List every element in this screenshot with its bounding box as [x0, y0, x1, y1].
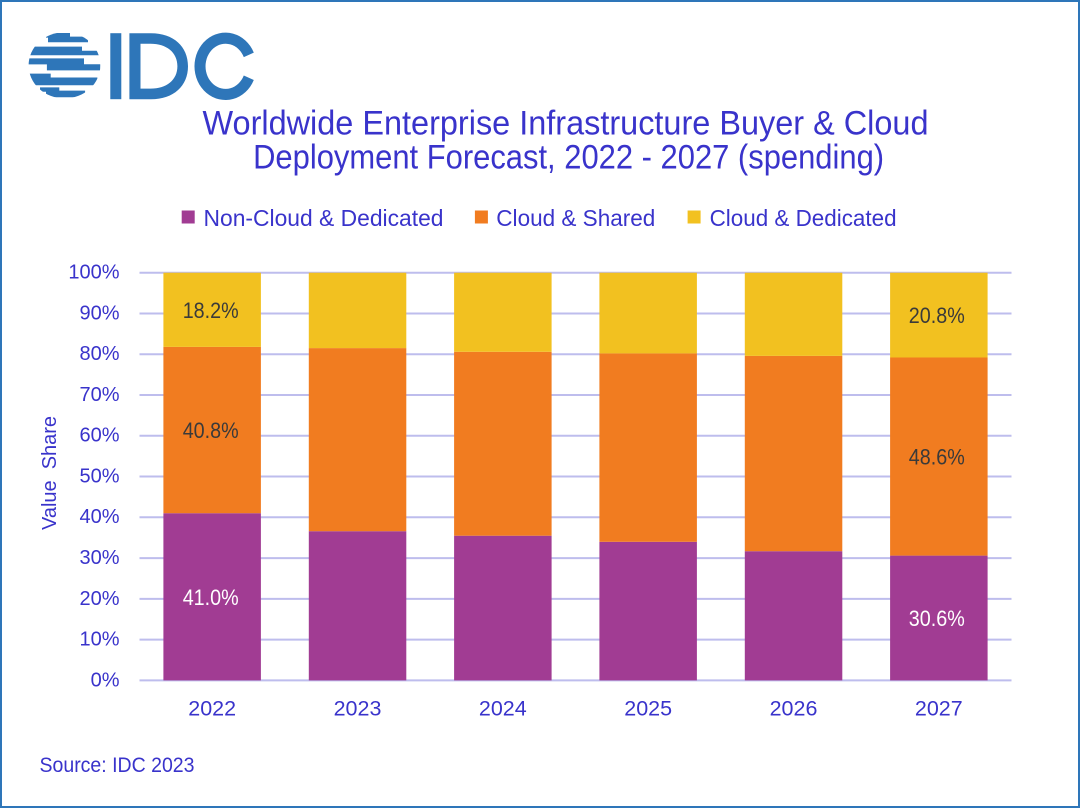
svg-text:48.6%: 48.6%	[909, 445, 965, 470]
svg-text:2026: 2026	[770, 697, 818, 721]
svg-text:40%: 40%	[79, 506, 119, 528]
svg-text:Cloud & Dedicated: Cloud & Dedicated	[710, 205, 897, 231]
svg-text:30.6%: 30.6%	[909, 606, 965, 631]
svg-text:50%: 50%	[79, 465, 119, 487]
svg-text:Value Share: Value Share	[39, 416, 61, 530]
svg-text:40.8%: 40.8%	[183, 418, 239, 443]
svg-text:10%: 10%	[79, 629, 119, 651]
svg-text:Non-Cloud & Dedicated: Non-Cloud & Dedicated	[204, 205, 444, 231]
svg-text:2027: 2027	[915, 697, 963, 721]
svg-text:Deployment Forecast, 2022 - 20: Deployment Forecast, 2022 - 2027 (spendi…	[253, 139, 884, 177]
svg-text:100%: 100%	[68, 262, 119, 284]
svg-text:2023: 2023	[334, 697, 382, 721]
svg-text:Source: IDC 2023: Source: IDC 2023	[40, 754, 195, 777]
svg-text:20%: 20%	[79, 588, 119, 610]
svg-text:90%: 90%	[79, 302, 119, 324]
svg-text:0%: 0%	[91, 669, 120, 691]
svg-text:41.0%: 41.0%	[183, 585, 239, 610]
svg-text:2025: 2025	[624, 697, 672, 721]
svg-text:60%: 60%	[79, 425, 119, 447]
svg-text:30%: 30%	[79, 547, 119, 569]
svg-text:2022: 2022	[188, 697, 236, 721]
svg-text:18.2%: 18.2%	[183, 298, 239, 323]
svg-text:70%: 70%	[79, 384, 119, 406]
svg-text:20.8%: 20.8%	[909, 303, 965, 328]
svg-text:2024: 2024	[479, 697, 527, 721]
svg-text:Cloud & Shared: Cloud & Shared	[496, 205, 655, 231]
svg-text:Worldwide Enterprise Infrastru: Worldwide Enterprise Infrastructure Buye…	[203, 105, 929, 143]
svg-text:80%: 80%	[79, 343, 119, 365]
